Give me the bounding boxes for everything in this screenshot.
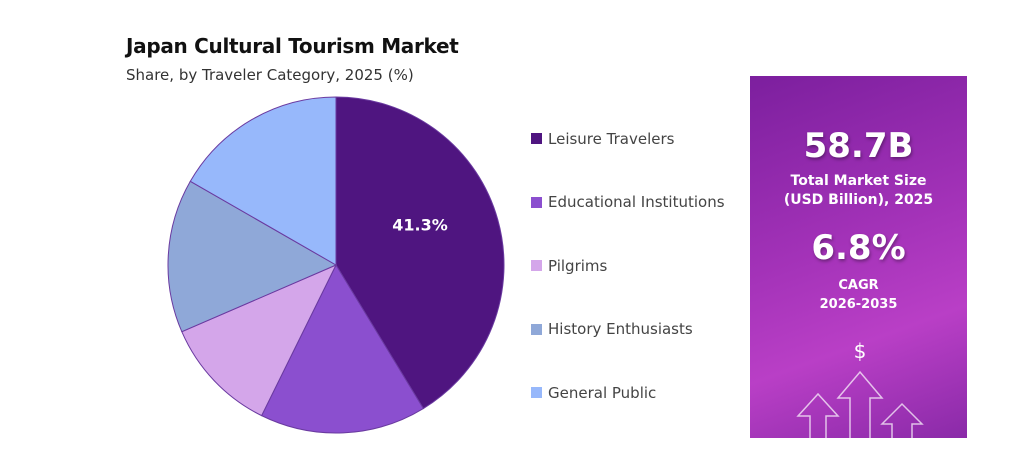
market-size-label: Total Market Size — [790, 173, 927, 189]
cagr-period: 2026-2035 — [819, 297, 898, 312]
legend-swatch — [531, 387, 542, 399]
legend-item-pilgrims: Pilgrims — [531, 241, 725, 305]
legend-swatch — [531, 260, 542, 272]
chart-subtitle: Share, by Traveler Category, 2025 (%) — [126, 66, 414, 84]
data-label-leisure: 41.3% — [392, 216, 448, 235]
legend-swatch — [531, 196, 542, 208]
pie-slice-pilgrims — [181, 264, 338, 417]
market-size-value: 58.7B — [803, 126, 914, 166]
stats-panel: 58.7B Total Market Size (USD Billion), 2… — [750, 76, 967, 438]
cagr-label: CAGR — [838, 278, 879, 293]
legend: Leisure Travelers Educational Institutio… — [531, 114, 725, 432]
chart-title: Japan Cultural Tourism Market — [126, 34, 459, 58]
legend-item-history: History Enthusiasts — [531, 305, 725, 369]
legend-swatch — [531, 323, 542, 335]
pie-slice-educational — [260, 263, 425, 434]
pie-slice-general — [189, 96, 337, 266]
market-size-label-2: (USD Billion), 2025 — [783, 192, 934, 208]
pie-slice-history — [167, 180, 338, 333]
cagr-value: 6.8% — [811, 228, 906, 268]
legend-item-general: General Public — [531, 368, 725, 432]
dollar-growth-arrows-icon: $ — [796, 339, 924, 438]
legend-item-educational: Educational Institutions — [531, 178, 725, 242]
svg-text:$: $ — [854, 339, 867, 363]
pie-slice-leisure — [335, 96, 505, 410]
legend-item-leisure: Leisure Travelers — [531, 114, 725, 178]
legend-swatch — [531, 133, 542, 145]
